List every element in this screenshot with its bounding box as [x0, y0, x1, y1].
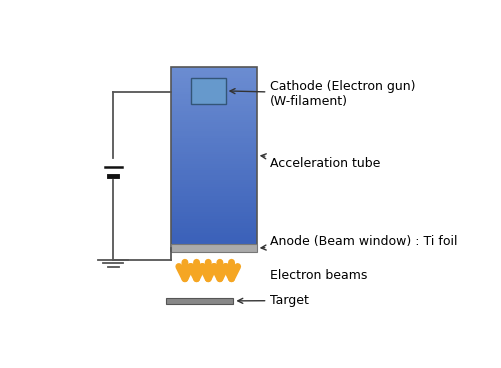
Bar: [171, 249, 257, 252]
Bar: [171, 173, 257, 176]
Bar: [171, 235, 257, 238]
Bar: [171, 117, 257, 120]
Bar: [171, 187, 257, 190]
Bar: [171, 90, 257, 93]
Bar: [171, 120, 257, 123]
Bar: [171, 214, 257, 217]
Bar: [171, 106, 257, 109]
Bar: [171, 159, 257, 162]
Bar: [171, 157, 257, 159]
Bar: [171, 152, 257, 155]
Text: Cathode (Electron gun)
(W-filament): Cathode (Electron gun) (W-filament): [230, 80, 416, 108]
Bar: [171, 150, 257, 153]
Bar: [171, 212, 257, 215]
Bar: [171, 194, 257, 196]
Bar: [171, 124, 257, 127]
Bar: [171, 161, 257, 164]
Bar: [171, 136, 257, 139]
Bar: [171, 166, 257, 169]
Bar: [171, 95, 257, 97]
Bar: [171, 104, 257, 106]
Bar: [171, 108, 257, 111]
Text: Electron beams: Electron beams: [271, 269, 368, 282]
Bar: [171, 81, 257, 84]
Bar: [171, 67, 257, 70]
Bar: [171, 71, 257, 74]
Bar: [171, 198, 257, 201]
Bar: [171, 209, 257, 212]
Bar: [171, 113, 257, 116]
Bar: [171, 168, 257, 171]
Bar: [171, 240, 257, 243]
Bar: [171, 175, 257, 178]
Bar: [171, 131, 257, 134]
Bar: [171, 110, 257, 113]
Bar: [171, 226, 257, 229]
Bar: [171, 92, 257, 95]
Bar: [171, 101, 257, 104]
Bar: [171, 244, 257, 252]
Bar: [171, 74, 257, 77]
Bar: [171, 76, 257, 79]
Bar: [171, 97, 257, 100]
Bar: [171, 78, 257, 81]
Bar: [171, 129, 257, 132]
Bar: [171, 145, 257, 148]
Bar: [171, 184, 257, 187]
Bar: [171, 200, 257, 203]
Bar: [171, 228, 257, 231]
Bar: [171, 141, 257, 144]
Bar: [171, 180, 257, 183]
Bar: [171, 242, 257, 245]
Bar: [171, 134, 257, 137]
Bar: [171, 143, 257, 146]
Bar: [171, 115, 257, 118]
Bar: [171, 182, 257, 185]
Bar: [171, 203, 257, 206]
Bar: [171, 247, 257, 249]
Bar: [171, 221, 257, 224]
Bar: [171, 230, 257, 233]
Bar: [171, 237, 257, 240]
Bar: [171, 122, 257, 125]
Bar: [171, 189, 257, 192]
Bar: [171, 216, 257, 219]
Text: Acceleration tube: Acceleration tube: [261, 154, 381, 170]
Bar: [191, 78, 225, 104]
Bar: [171, 223, 257, 226]
Bar: [171, 83, 257, 86]
Text: Anode (Beam window) : Ti foil: Anode (Beam window) : Ti foil: [261, 234, 458, 250]
Bar: [171, 219, 257, 222]
Bar: [171, 207, 257, 210]
Bar: [171, 85, 257, 88]
Bar: [171, 127, 257, 130]
Bar: [171, 163, 257, 166]
Bar: [171, 191, 257, 194]
Bar: [171, 244, 257, 247]
Bar: [171, 233, 257, 236]
Bar: [171, 67, 257, 251]
Bar: [171, 148, 257, 150]
Bar: [171, 88, 257, 91]
Bar: [171, 170, 257, 173]
Bar: [171, 69, 257, 72]
Bar: [171, 99, 257, 102]
Bar: [171, 177, 257, 180]
Bar: [171, 196, 257, 199]
Bar: [171, 154, 257, 157]
Bar: [165, 298, 233, 304]
Bar: [171, 205, 257, 208]
Bar: [171, 138, 257, 141]
Text: Target: Target: [238, 294, 309, 307]
